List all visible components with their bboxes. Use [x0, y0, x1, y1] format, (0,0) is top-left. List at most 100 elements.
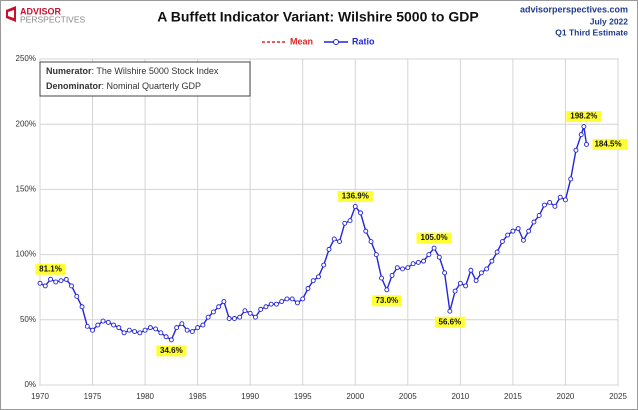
value-label: 105.0%	[416, 232, 452, 244]
point	[431, 245, 437, 251]
logo: ADVISOR PERSPECTIVES	[6, 6, 86, 24]
label-highlight	[371, 295, 402, 307]
y-tick-label: 250%	[16, 54, 36, 63]
x-tick-label: 1975	[84, 392, 102, 401]
x-tick-label: 1980	[136, 392, 154, 401]
x-tick-label: 1995	[294, 392, 312, 401]
point	[221, 299, 227, 304]
value-label: 73.0%	[371, 295, 402, 307]
data-label: 198.2%	[570, 112, 597, 121]
logo-bottom: PERSPECTIVES	[20, 14, 86, 24]
point	[578, 132, 584, 138]
point	[499, 239, 505, 245]
point	[478, 270, 484, 276]
point	[581, 124, 587, 129]
point	[584, 141, 589, 147]
point	[421, 258, 427, 264]
point	[541, 202, 547, 208]
point	[379, 275, 384, 281]
point	[410, 261, 416, 267]
point	[95, 322, 101, 328]
point	[63, 276, 69, 282]
point	[79, 304, 85, 310]
data-label: 105.0%	[421, 233, 448, 242]
point	[536, 213, 542, 218]
label-highlight	[434, 316, 465, 328]
point	[337, 239, 342, 245]
x-tick-label: 2005	[399, 392, 417, 401]
note-label: Numerator	[46, 66, 92, 76]
point	[468, 267, 474, 273]
data-label: 184.5%	[594, 140, 621, 149]
point	[279, 299, 285, 304]
note-label: Denominator	[46, 81, 102, 91]
y-tick-label: 50%	[20, 315, 36, 324]
point	[168, 337, 174, 343]
point	[358, 210, 363, 216]
point	[258, 306, 264, 312]
y-tick-label: 0%	[24, 380, 36, 389]
point	[305, 286, 311, 291]
source: Q1 Third Estimate	[555, 27, 628, 37]
point	[184, 327, 190, 333]
point	[121, 330, 127, 336]
x-tick-label: 1985	[189, 392, 207, 401]
point	[237, 314, 243, 320]
point	[295, 300, 300, 306]
point	[242, 308, 248, 314]
point	[563, 197, 568, 203]
point	[90, 327, 95, 333]
point	[42, 283, 48, 289]
point	[289, 296, 295, 302]
point	[163, 334, 169, 340]
note: Denominator: Nominal Quarterly GDP	[46, 81, 201, 91]
note: Numerator: The Wilshire 5000 Stock Index	[46, 66, 219, 76]
value-label: 198.2%	[566, 111, 602, 123]
data-label: 73.0%	[375, 296, 398, 305]
x-tick-label: 2010	[451, 392, 469, 401]
point	[405, 265, 411, 271]
y-tick-label: 100%	[16, 250, 36, 259]
point	[300, 296, 306, 302]
label-highlight	[35, 263, 66, 275]
point	[274, 301, 279, 307]
point	[205, 314, 211, 320]
point	[531, 219, 537, 225]
point	[200, 322, 206, 328]
point	[247, 310, 253, 316]
point	[137, 330, 143, 336]
logo-top: ADVISOR	[20, 6, 62, 16]
point	[132, 329, 138, 334]
point	[284, 296, 290, 302]
point	[436, 254, 442, 260]
point	[573, 147, 579, 153]
point	[331, 236, 337, 242]
point	[48, 276, 53, 282]
point	[268, 301, 274, 307]
legend-label: Ratio	[352, 36, 375, 46]
data-label: 136.9%	[342, 192, 369, 201]
point	[520, 237, 526, 243]
label-highlight	[416, 232, 452, 244]
x-tick-label: 2015	[504, 392, 522, 401]
point	[84, 323, 90, 329]
point	[126, 327, 132, 333]
point	[452, 288, 458, 294]
point	[526, 228, 532, 234]
point	[442, 270, 448, 276]
point	[510, 228, 516, 234]
point	[394, 265, 400, 271]
legend-label: Mean	[290, 36, 313, 46]
point	[310, 278, 316, 284]
point	[100, 318, 106, 324]
point	[74, 293, 80, 299]
point	[384, 287, 390, 293]
x-tick-label: 1970	[31, 392, 49, 401]
point	[489, 258, 495, 264]
point	[415, 259, 421, 265]
point	[557, 194, 563, 200]
point	[158, 330, 164, 336]
source: July 2022	[590, 16, 629, 26]
point	[373, 252, 379, 258]
